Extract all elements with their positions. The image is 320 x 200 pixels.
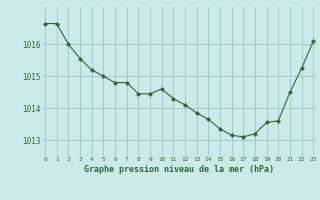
X-axis label: Graphe pression niveau de la mer (hPa): Graphe pression niveau de la mer (hPa) — [84, 165, 274, 174]
